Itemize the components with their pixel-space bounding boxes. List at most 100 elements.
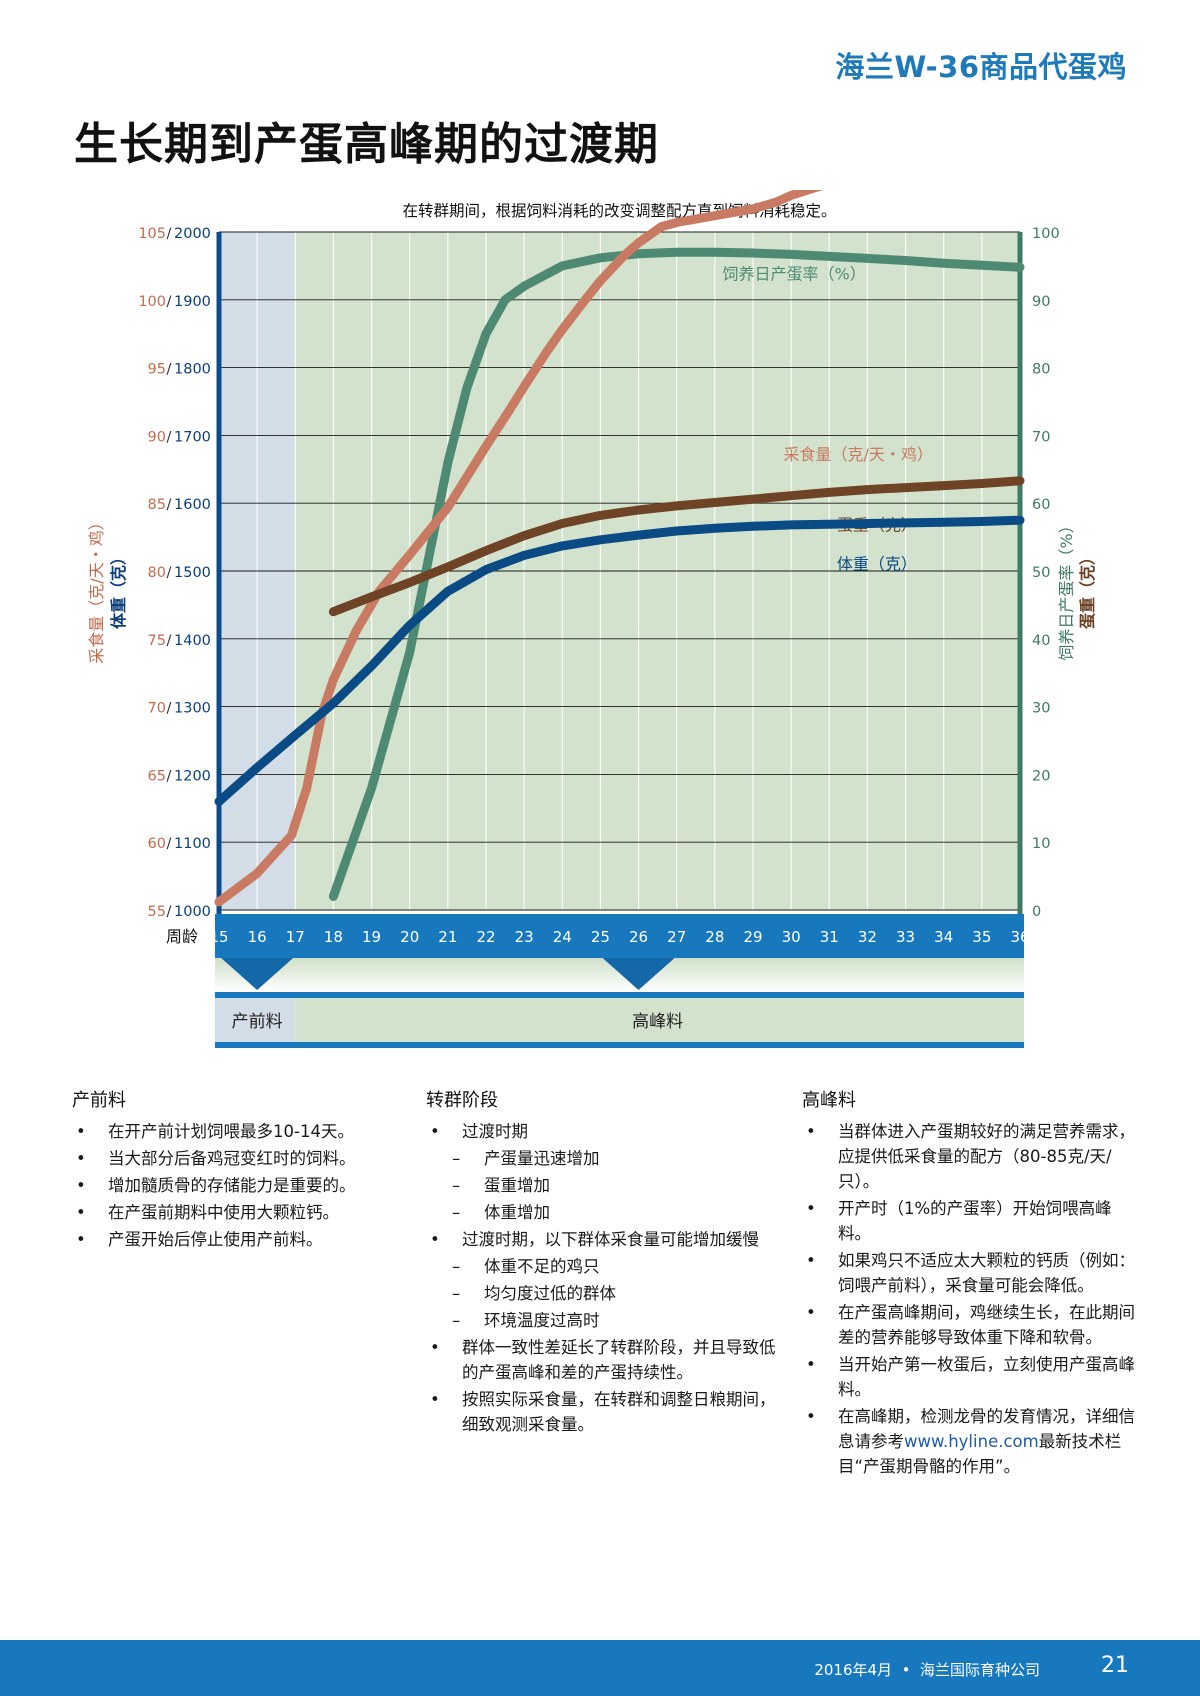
bullet-text: 体重不足的鸡只	[484, 1257, 600, 1276]
y-tick-label-right: 80	[1032, 362, 1050, 378]
y-tick-label-feed: 95	[148, 362, 166, 378]
x-tick-label: 24	[553, 928, 572, 946]
bullet-item: 当群体进入产蛋期较好的满足营养需求，应提供低采食量的配方（80-85克/天/只）…	[802, 1119, 1142, 1194]
y-tick-separator: /	[167, 497, 172, 513]
y-tick-label-feed: 85	[148, 497, 166, 513]
bullet-text: 体重增加	[484, 1203, 550, 1222]
bullet-text: 均匀度过低的群体	[484, 1284, 616, 1303]
y-tick-separator: /	[167, 768, 172, 784]
y-tick-separator: /	[167, 701, 172, 717]
bullet-text: 按照实际采食量，在转群和调整日粮期间，细致观测采食量。	[462, 1390, 776, 1434]
footer-date: 2016年4月	[814, 1661, 893, 1679]
x-axis-title: 周龄	[166, 927, 198, 946]
bullet-list: 当群体进入产蛋期较好的满足营养需求，应提供低采食量的配方（80-85克/天/只）…	[802, 1119, 1142, 1479]
bullet-item: 在高峰期，检测龙骨的发育情况，详细信息请参考www.hyline.com最新技术…	[802, 1404, 1142, 1479]
column-transfer-phase: 转群阶段过渡时期产蛋量迅速增加蛋重增加体重增加过渡时期，以下群体采食量可能增加缓…	[426, 1088, 786, 1439]
y-axis-title-body: 体重（克）	[109, 549, 128, 629]
bullet-item: 当开始产第一枚蛋后，立刻使用产蛋高峰料。	[802, 1352, 1142, 1402]
series-label: 体重（克）	[837, 555, 917, 574]
bullet-item: 过渡时期，以下群体采食量可能增加缓慢	[426, 1227, 786, 1252]
x-tick-label: 17	[286, 928, 305, 946]
bullet-text: 环境温度过高时	[484, 1311, 600, 1330]
sub-bullet-item: 体重增加	[426, 1200, 786, 1225]
transition-chart: 55/100060/110065/120070/130075/140080/15…	[87, 190, 1097, 1048]
website-link[interactable]: www.hyline.com	[904, 1432, 1039, 1451]
footer-company: 海兰国际育种公司	[919, 1661, 1040, 1679]
y-tick-label-body: 1500	[174, 565, 211, 581]
y-tick-label-feed: 70	[148, 701, 166, 717]
series-line	[214, 190, 823, 907]
series-line	[214, 515, 1025, 806]
y-tick-label-right: 50	[1032, 565, 1050, 581]
x-tick-label: 35	[972, 928, 991, 946]
y-tick-label-right: 30	[1032, 701, 1050, 717]
x-tick-label: 22	[476, 928, 495, 946]
y-tick-separator: /	[167, 904, 172, 920]
y-tick-separator: /	[167, 362, 172, 378]
sub-bullet-item: 体重不足的鸡只	[426, 1254, 786, 1279]
y-tick-label-feed: 105	[138, 226, 166, 242]
column-heading: 转群阶段	[426, 1090, 498, 1111]
bullet-text: 过渡时期	[462, 1122, 528, 1141]
y-axis-title-feed: 采食量（克/天・鸡）	[87, 514, 106, 663]
y-tick-label-feed: 60	[148, 836, 166, 852]
y-tick-label-body: 1700	[174, 429, 211, 445]
bullet-item: 在产蛋高峰期间，鸡继续生长，在此期间差的营养能够导致体重下降和软骨。	[802, 1300, 1142, 1350]
x-tick-label: 30	[782, 928, 801, 946]
y-tick-separator: /	[167, 565, 172, 581]
x-tick-label: 15	[209, 928, 228, 946]
phase-arrow	[221, 958, 294, 990]
y-tick-label-body: 2000	[174, 226, 211, 242]
page-number: 21	[1101, 1653, 1129, 1678]
y-tick-label-right: 100	[1032, 226, 1060, 242]
x-tick-label: 25	[591, 928, 610, 946]
footer-bar: 2016年4月 • 海兰国际育种公司 21	[0, 1640, 1200, 1696]
series-line	[328, 476, 1025, 617]
bullet-item: 当大部分后备鸡冠变红时的饲料。	[72, 1146, 392, 1171]
y-tick-label-right: 60	[1032, 497, 1050, 513]
bullet-text: 产蛋量迅速增加	[484, 1149, 600, 1168]
peak-phase-cell	[295, 998, 1024, 1042]
bullet-text: 开产时（1%的产蛋率）开始饲喂高峰料。	[838, 1199, 1112, 1243]
phase-bar-bottom-rule	[215, 1042, 1024, 1048]
sub-bullet-item: 蛋重增加	[426, 1173, 786, 1198]
bullet-text: 当群体进入产蛋期较好的满足营养需求，应提供低采食量的配方（80-85克/天/只）…	[838, 1122, 1135, 1191]
y-tick-label-feed: 65	[148, 768, 166, 784]
x-tick-label: 27	[667, 928, 686, 946]
bullet-text: 增加髓质骨的存储能力是重要的。	[108, 1176, 356, 1195]
x-tick-label: 26	[629, 928, 648, 946]
x-tick-label: 21	[438, 928, 457, 946]
y-tick-label-right: 0	[1032, 904, 1041, 920]
y-tick-label-body: 1400	[174, 633, 211, 649]
sub-bullet-item: 环境温度过高时	[426, 1308, 786, 1333]
bullet-item: 增加髓质骨的存储能力是重要的。	[72, 1173, 392, 1198]
x-tick-label: 23	[515, 928, 534, 946]
y-tick-label-right: 10	[1032, 836, 1050, 852]
bullet-list: 过渡时期产蛋量迅速增加蛋重增加体重增加过渡时期，以下群体采食量可能增加缓慢体重不…	[426, 1119, 786, 1437]
phase-arrow	[602, 958, 675, 990]
y-tick-label-feed: 75	[148, 633, 166, 649]
bullet-text: 过渡时期，以下群体采食量可能增加缓慢	[462, 1230, 759, 1249]
column-heading: 产前料	[72, 1090, 126, 1111]
y-tick-label-right: 70	[1032, 429, 1050, 445]
x-tick-label: 31	[820, 928, 839, 946]
x-tick-label: 19	[362, 928, 381, 946]
bullet-text: 如果鸡只不适应太大颗粒的钙质（例如：饲喂产前料），采食量可能会降低。	[838, 1251, 1135, 1295]
y-tick-separator: /	[167, 226, 172, 242]
y-tick-separator: /	[167, 836, 172, 852]
bullet-list: 在开产前计划饲喂最多10-14天。当大部分后备鸡冠变红时的饲料。 增加髓质骨的存…	[72, 1119, 392, 1252]
bullet-item: 开产时（1%的产蛋率）开始饲喂高峰料。	[802, 1196, 1142, 1246]
bullet-item: 如果鸡只不适应太大颗粒的钙质（例如：饲喂产前料），采食量可能会降低。	[802, 1248, 1142, 1298]
y-tick-label-right: 20	[1032, 768, 1050, 784]
column-peak-feed: 高峰料当群体进入产蛋期较好的满足营养需求，应提供低采食量的配方（80-85克/天…	[802, 1088, 1142, 1481]
x-tick-label: 33	[896, 928, 915, 946]
y-axis-title-rate: 饲养日产蛋率（%）	[1057, 517, 1076, 660]
phase-bar-top-rule	[215, 992, 1024, 998]
y-tick-separator: /	[167, 633, 172, 649]
sub-bullet-item: 产蛋量迅速增加	[426, 1146, 786, 1171]
y-tick-label-body: 1300	[174, 701, 211, 717]
x-tick-label: 28	[705, 928, 724, 946]
x-tick-label: 36	[1010, 928, 1029, 946]
bullet-text: 在产蛋高峰期间，鸡继续生长，在此期间差的营养能够导致体重下降和软骨。	[838, 1303, 1135, 1347]
x-tick-label: 29	[743, 928, 762, 946]
